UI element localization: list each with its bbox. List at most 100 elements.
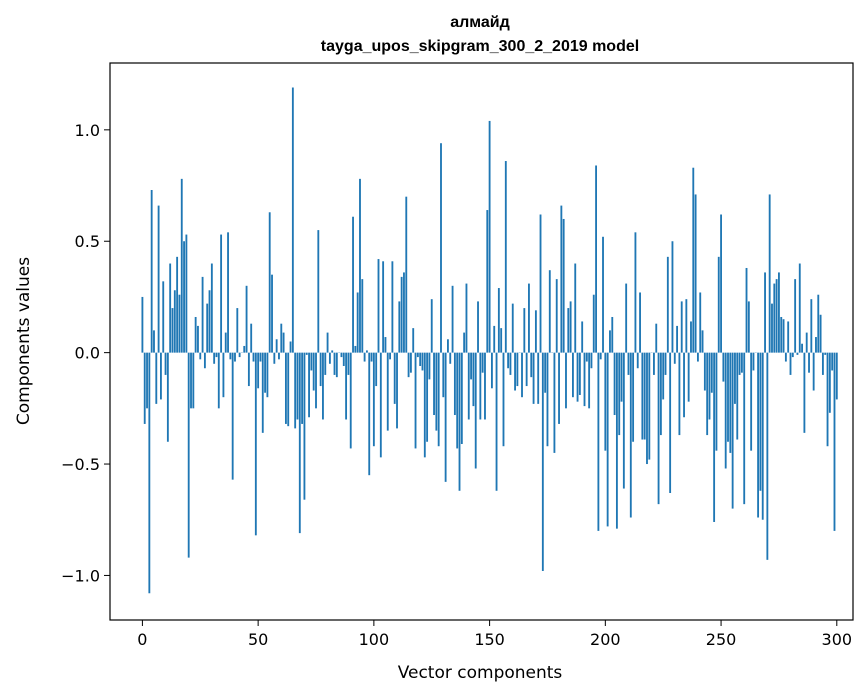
bar [495,352,498,491]
bar [400,276,403,353]
bar [615,352,618,529]
x-tick-label: 200 [590,630,621,649]
bar [437,352,440,447]
bar [708,352,711,420]
bar [717,256,720,353]
bar [683,352,685,418]
bar [696,352,699,362]
bar [629,352,632,518]
bar [597,352,600,531]
bar [458,352,461,491]
bar [815,337,817,353]
bar [833,352,836,531]
bar [169,263,172,353]
bar [595,165,597,353]
bar [671,241,674,353]
bar [521,352,523,398]
bar [502,352,505,447]
bar [618,352,621,436]
bar [206,303,209,353]
y-tick-label: −0.5 [61,455,100,474]
bar [428,352,431,380]
bar [333,352,336,375]
bar [669,352,672,493]
bar [766,352,769,560]
bar [720,214,722,353]
bar [643,352,646,440]
bar [787,321,790,353]
bar [465,283,468,353]
bar [345,352,348,420]
bar [470,352,473,380]
bar [261,352,264,433]
chart-subtitle: tayga_upos_skipgram_300_2_2019 model [321,38,639,55]
bar [819,314,822,353]
bar [433,352,435,416]
bar [507,352,510,369]
bar [280,323,283,353]
bar [213,352,216,364]
bar [666,256,669,353]
bar [407,352,410,378]
bar [342,352,345,367]
bar [826,352,829,447]
bar [421,352,424,371]
bar [687,352,690,402]
bar [578,352,581,395]
bar [389,352,391,360]
bar [259,352,262,362]
bar [544,352,547,393]
bar [183,241,185,353]
bar [690,321,692,353]
x-axis-label: Vector components [398,663,563,683]
x-tick-label: 300 [822,630,853,649]
bar [648,352,651,460]
bar [419,352,422,367]
bar [201,276,204,353]
bar [569,301,572,353]
bar [736,352,739,440]
bar [190,352,192,409]
bar [789,352,792,375]
bar [472,352,475,407]
bar [546,352,549,447]
bar [155,352,158,404]
x-tick-label: 0 [137,630,147,649]
bar [479,352,482,420]
bar [592,294,595,353]
bar [229,352,232,360]
bar [731,352,734,509]
bar [488,120,491,353]
bar [224,332,227,353]
bar [308,352,310,418]
bar [835,352,838,400]
bar [773,283,776,353]
bar [727,352,729,442]
bar [287,352,290,427]
bar [322,352,324,420]
bar [447,339,449,353]
bar [403,272,405,353]
bar [659,352,662,436]
bar [798,263,801,353]
bar [303,352,306,500]
bar [516,352,519,387]
bar [530,352,533,378]
bar [810,299,813,353]
bar [680,301,683,353]
bar [553,352,556,453]
bar [268,212,271,353]
bar [382,261,385,353]
bar [812,352,815,391]
bar [525,352,528,387]
bar [572,352,574,398]
bar [222,352,225,398]
bar [416,352,419,358]
y-axis-label: Components values [14,257,34,425]
bar [456,352,459,449]
bar [153,330,155,353]
bar [791,352,794,358]
bar [440,143,442,353]
bar [701,330,704,353]
bar [722,352,725,382]
